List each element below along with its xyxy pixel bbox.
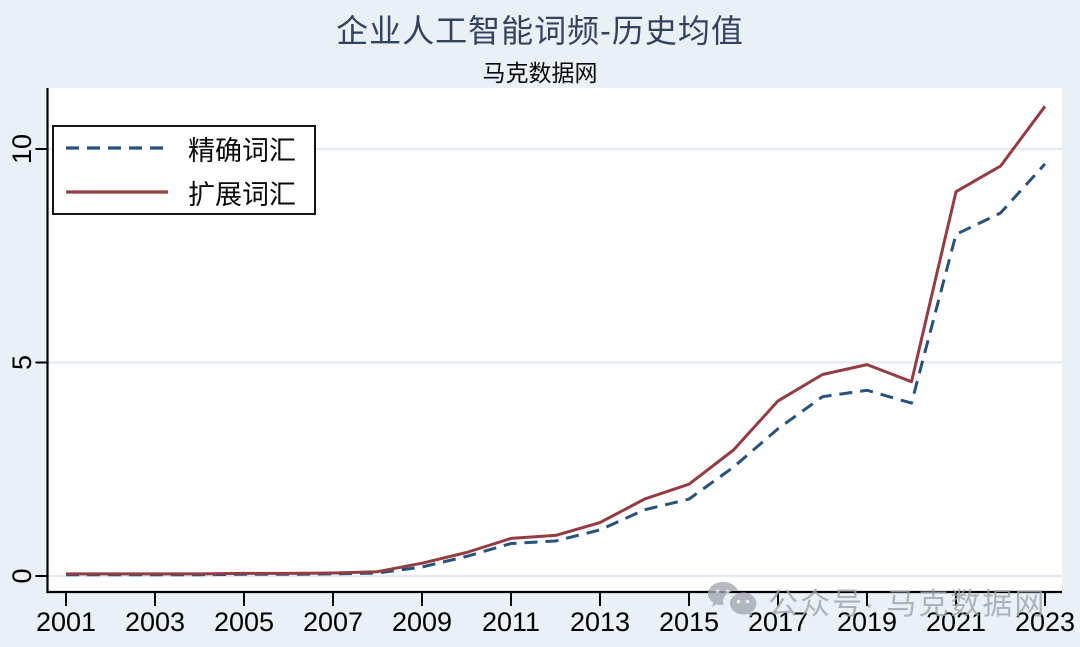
series-line-0 [66,162,1047,577]
legend-line-sample-solid [64,188,170,196]
x-tick-label: 2015 [659,607,719,637]
x-tick-label: 2007 [303,607,363,637]
legend-label: 扩展词汇 [188,179,296,210]
x-tick-label: 2021 [926,607,986,637]
y-tick-label: 0 [7,568,37,583]
x-tick-label: 2017 [748,607,808,637]
x-tick-label: 2009 [392,607,452,637]
x-tick-label: 2003 [125,607,185,637]
chart-title: 企业人工智能词频-历史均值 [336,13,744,49]
chart-subtitle: 马克数据网 [482,60,598,86]
legend: 精确词汇 扩展词汇 [52,125,316,215]
legend-line-sample-dashed [64,144,170,152]
legend-label: 精确词汇 [188,135,296,166]
x-tick-label: 2001 [36,607,96,637]
y-tick-label: 5 [7,355,37,370]
x-tick-label: 2023 [1015,607,1075,637]
x-tick-label: 2019 [837,607,897,637]
x-tick-label: 2011 [482,607,540,637]
legend-item-precise: 精确词汇 [64,129,306,167]
y-tick-label: 10 [7,134,37,164]
x-tick-label: 2005 [214,607,274,637]
x-tick-label: 2013 [570,607,630,637]
legend-item-expanded: 扩展词汇 [64,173,306,211]
series-line-1 [66,105,1047,576]
